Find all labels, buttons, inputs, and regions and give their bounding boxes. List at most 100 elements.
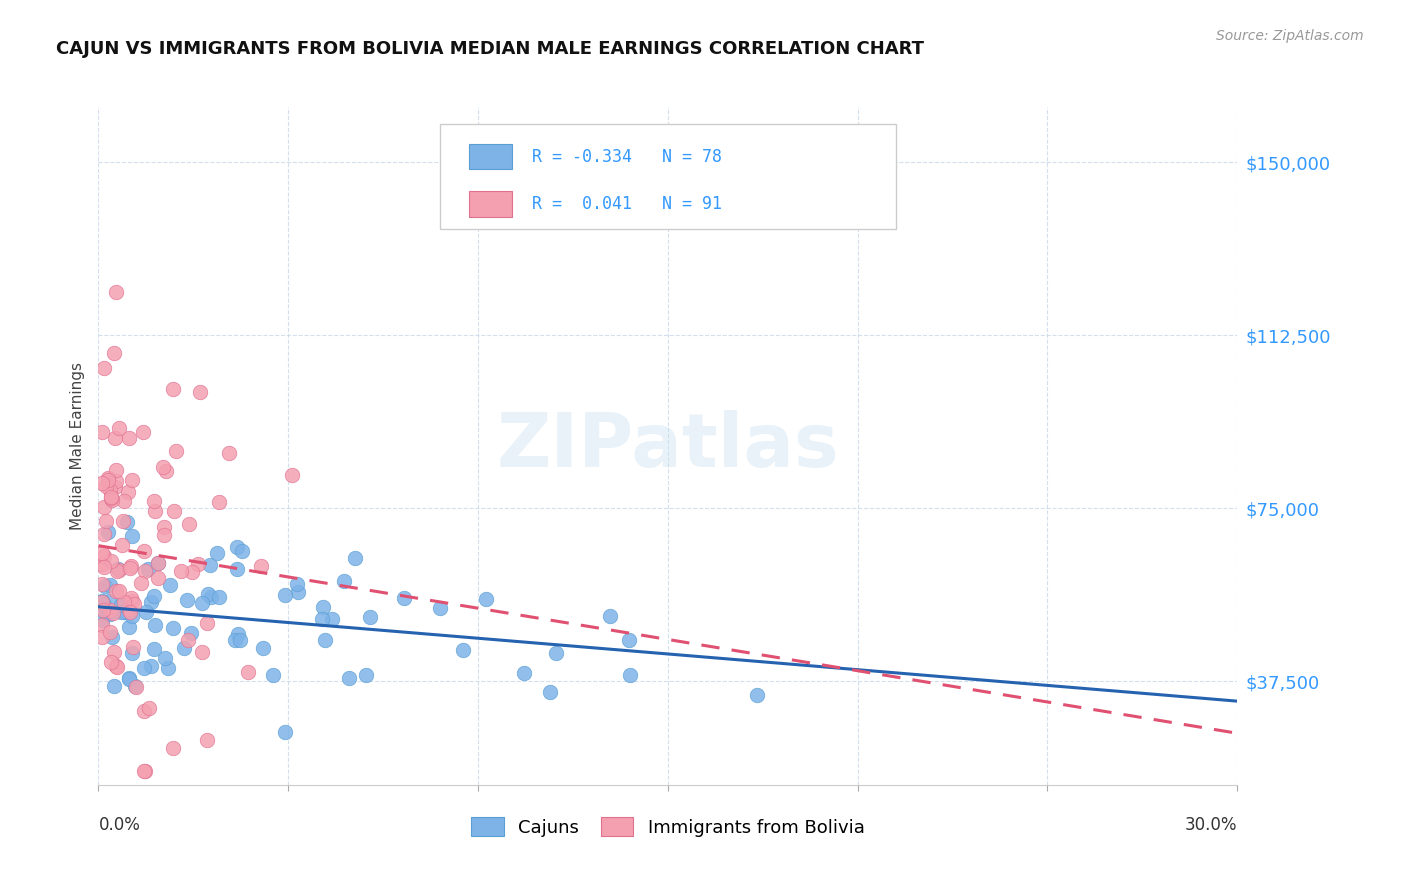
Point	[162, 504, 184, 518]
Point	[138, 701, 160, 715]
Point	[112, 595, 135, 609]
Point	[173, 640, 195, 655]
Point	[118, 602, 141, 616]
Point	[132, 425, 155, 439]
Point	[617, 633, 640, 648]
Point	[91, 618, 114, 632]
Point	[110, 598, 132, 612]
Point	[195, 733, 218, 747]
Point	[91, 613, 114, 627]
Point	[97, 594, 120, 608]
Point	[105, 474, 128, 488]
Point	[94, 479, 117, 493]
Point	[105, 660, 128, 674]
Point	[112, 514, 135, 528]
Point	[138, 562, 160, 576]
Point	[191, 596, 214, 610]
Point	[91, 476, 114, 491]
Point	[143, 504, 166, 518]
Point	[250, 559, 273, 574]
Point	[180, 565, 202, 579]
Point	[91, 595, 114, 609]
FancyBboxPatch shape	[468, 144, 512, 169]
Point	[197, 587, 219, 601]
Point	[91, 546, 114, 560]
Point	[135, 606, 157, 620]
Point	[143, 618, 166, 632]
Point	[103, 645, 125, 659]
Point	[118, 431, 141, 445]
Point	[205, 546, 228, 560]
Point	[285, 577, 308, 591]
Point	[142, 589, 165, 603]
Point	[226, 627, 249, 641]
Point	[96, 515, 118, 529]
FancyBboxPatch shape	[440, 124, 896, 229]
Point	[104, 480, 127, 494]
Point	[544, 646, 567, 660]
Point	[155, 651, 177, 665]
Point	[97, 473, 120, 487]
Text: 30.0%: 30.0%	[1185, 816, 1237, 834]
Point	[104, 431, 127, 445]
Point	[91, 603, 114, 617]
Point	[344, 550, 367, 565]
Point	[152, 459, 174, 474]
Point	[121, 473, 143, 487]
Point	[162, 741, 184, 756]
Point	[312, 599, 335, 614]
Point	[118, 620, 141, 634]
Point	[105, 463, 128, 477]
Point	[104, 584, 127, 599]
Point	[619, 667, 641, 681]
Point	[105, 285, 128, 299]
Point	[599, 609, 621, 624]
Point	[120, 591, 142, 605]
Point	[474, 591, 496, 606]
Point	[134, 764, 156, 778]
Point	[108, 584, 131, 599]
Point	[93, 549, 115, 563]
Point	[359, 610, 381, 624]
Point	[121, 646, 143, 660]
Point	[132, 544, 155, 558]
Point	[91, 558, 114, 572]
Point	[97, 471, 120, 485]
Y-axis label: Median Male Earnings: Median Male Earnings	[70, 362, 86, 530]
Point	[177, 632, 200, 647]
Point	[207, 590, 229, 604]
Point	[100, 655, 122, 669]
Point	[745, 689, 768, 703]
Point	[429, 601, 451, 615]
Point	[152, 528, 174, 542]
Point	[333, 574, 356, 589]
Point	[122, 597, 145, 611]
Point	[165, 443, 187, 458]
Point	[162, 621, 184, 635]
Point	[124, 679, 146, 693]
Point	[98, 578, 121, 592]
Point	[287, 585, 309, 599]
Point	[218, 446, 240, 460]
Point	[356, 668, 378, 682]
Point	[152, 520, 174, 534]
Point	[107, 562, 129, 576]
Point	[121, 529, 143, 543]
Point	[142, 642, 165, 657]
Point	[176, 593, 198, 607]
Point	[321, 612, 343, 626]
Text: CAJUN VS IMMIGRANTS FROM BOLIVIA MEDIAN MALE EARNINGS CORRELATION CHART: CAJUN VS IMMIGRANTS FROM BOLIVIA MEDIAN …	[56, 40, 924, 58]
Point	[98, 603, 121, 617]
Point	[120, 559, 142, 574]
Point	[311, 612, 333, 626]
Point	[538, 685, 561, 699]
Point	[146, 556, 169, 570]
Legend: Cajuns, Immigrants from Bolivia: Cajuns, Immigrants from Bolivia	[464, 810, 872, 844]
Point	[112, 494, 135, 508]
Text: ZIPatlas: ZIPatlas	[496, 409, 839, 483]
Point	[200, 591, 222, 605]
Point	[110, 605, 132, 619]
Point	[103, 606, 125, 620]
Point	[93, 526, 115, 541]
Point	[134, 764, 156, 778]
